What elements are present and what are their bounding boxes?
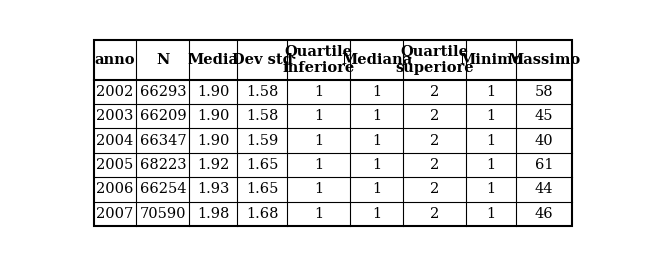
Text: 1: 1 [314, 85, 323, 99]
Text: 2: 2 [430, 158, 439, 172]
Text: anno: anno [95, 53, 136, 67]
Text: 1: 1 [487, 134, 496, 148]
Text: 66254: 66254 [140, 183, 186, 196]
Text: 1.65: 1.65 [246, 158, 278, 172]
Text: 1.58: 1.58 [246, 109, 278, 123]
Text: 1: 1 [487, 207, 496, 221]
Text: 1.90: 1.90 [197, 109, 229, 123]
Text: 2007: 2007 [97, 207, 134, 221]
Text: 68223: 68223 [140, 158, 186, 172]
Text: 70590: 70590 [140, 207, 186, 221]
Text: 1: 1 [314, 207, 323, 221]
Text: 1.93: 1.93 [197, 183, 229, 196]
Text: 2004: 2004 [97, 134, 134, 148]
Text: 1.98: 1.98 [197, 207, 229, 221]
Text: 2002: 2002 [97, 85, 134, 99]
Text: 2003: 2003 [97, 109, 134, 123]
Text: 1: 1 [487, 109, 496, 123]
Text: 1: 1 [372, 183, 381, 196]
Text: 2: 2 [430, 207, 439, 221]
Text: N: N [156, 53, 169, 67]
Text: 1: 1 [372, 207, 381, 221]
Text: 1.59: 1.59 [246, 134, 278, 148]
Text: 1: 1 [487, 158, 496, 172]
Text: 44: 44 [535, 183, 553, 196]
Text: 1.65: 1.65 [246, 183, 278, 196]
Text: 1: 1 [487, 85, 496, 99]
Text: 1: 1 [372, 109, 381, 123]
Text: Mediana: Mediana [341, 53, 412, 67]
Text: 66347: 66347 [140, 134, 186, 148]
Text: 1: 1 [314, 158, 323, 172]
Text: 2: 2 [430, 134, 439, 148]
Text: 46: 46 [535, 207, 553, 221]
Text: 2: 2 [430, 85, 439, 99]
Text: Media: Media [188, 53, 239, 67]
Text: 40: 40 [535, 134, 553, 148]
Text: Dev std: Dev std [232, 53, 293, 67]
Text: 1: 1 [487, 183, 496, 196]
Text: Quartile
superiore: Quartile superiore [395, 44, 474, 75]
Text: 1: 1 [314, 183, 323, 196]
Text: Minimo: Minimo [459, 53, 522, 67]
Text: 1.90: 1.90 [197, 134, 229, 148]
Text: 1: 1 [372, 134, 381, 148]
Text: 1.92: 1.92 [197, 158, 229, 172]
Text: 1: 1 [314, 134, 323, 148]
Text: 1.90: 1.90 [197, 85, 229, 99]
Text: 66293: 66293 [140, 85, 186, 99]
Text: 2: 2 [430, 109, 439, 123]
Text: 1.68: 1.68 [246, 207, 278, 221]
Text: 66209: 66209 [140, 109, 186, 123]
Text: 61: 61 [535, 158, 553, 172]
Text: 1: 1 [372, 85, 381, 99]
Text: 1: 1 [314, 109, 323, 123]
Text: 45: 45 [535, 109, 553, 123]
Text: 58: 58 [535, 85, 553, 99]
Text: 1: 1 [372, 158, 381, 172]
Text: Quartile
inferiore: Quartile inferiore [283, 44, 355, 75]
Text: 2005: 2005 [97, 158, 134, 172]
Text: 2006: 2006 [97, 183, 134, 196]
Text: Massimo: Massimo [508, 53, 580, 67]
Text: 1.58: 1.58 [246, 85, 278, 99]
Text: 2: 2 [430, 183, 439, 196]
